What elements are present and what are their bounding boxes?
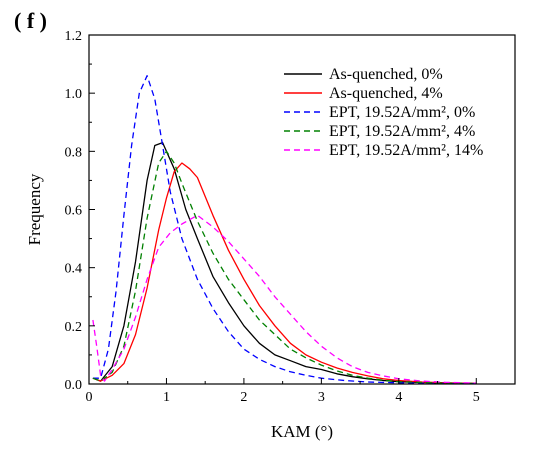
y-tick-label: 0.2: [65, 320, 83, 335]
plot-frame: [88, 34, 516, 385]
y-tick-label: 0.6: [65, 204, 83, 219]
legend-label-5: EPT, 19.52A/mm², 14%: [329, 142, 483, 159]
y-tick-label: 1.2: [65, 29, 83, 44]
y-tick-label: 0.0: [65, 378, 83, 393]
series-line-5: [92, 214, 477, 384]
x-tick-label: 1: [163, 390, 170, 405]
series-line-3: [92, 75, 477, 385]
y-axis: 0.0 0.2 0.4 0.6 0.8 1.0 1.2: [65, 29, 95, 393]
y-tick-label: 1.0: [65, 87, 83, 102]
x-tick-label: 2: [240, 390, 247, 405]
plot-lines: [92, 75, 477, 385]
legend-label-2: As-quenched, 4%: [329, 85, 443, 102]
series-line-2: [92, 162, 477, 385]
x-axis-title: KAM (°): [271, 422, 333, 441]
legend-label-1: As-quenched, 0%: [329, 66, 443, 83]
x-tick-label: 4: [395, 390, 402, 405]
x-tick-label: 3: [318, 390, 325, 405]
series-line-1: [92, 141, 477, 385]
y-axis-title: Frequency: [25, 173, 44, 245]
legend-label-3: EPT, 19.52A/mm², 0%: [329, 104, 475, 121]
legend-label-4: EPT, 19.52A/mm², 4%: [329, 123, 475, 140]
x-tick-label: 5: [473, 390, 480, 405]
x-tick-label: 0: [86, 390, 93, 405]
legend: As-quenched, 0% As-quenched, 4% EPT, 19.52…: [284, 66, 483, 159]
panel-label: ( f ): [14, 8, 47, 33]
y-tick-label: 0.8: [65, 145, 83, 160]
y-tick-label: 0.4: [65, 262, 83, 277]
series-line-4: [92, 150, 477, 385]
x-axis: 0 1 2 3 4 5: [86, 378, 480, 405]
